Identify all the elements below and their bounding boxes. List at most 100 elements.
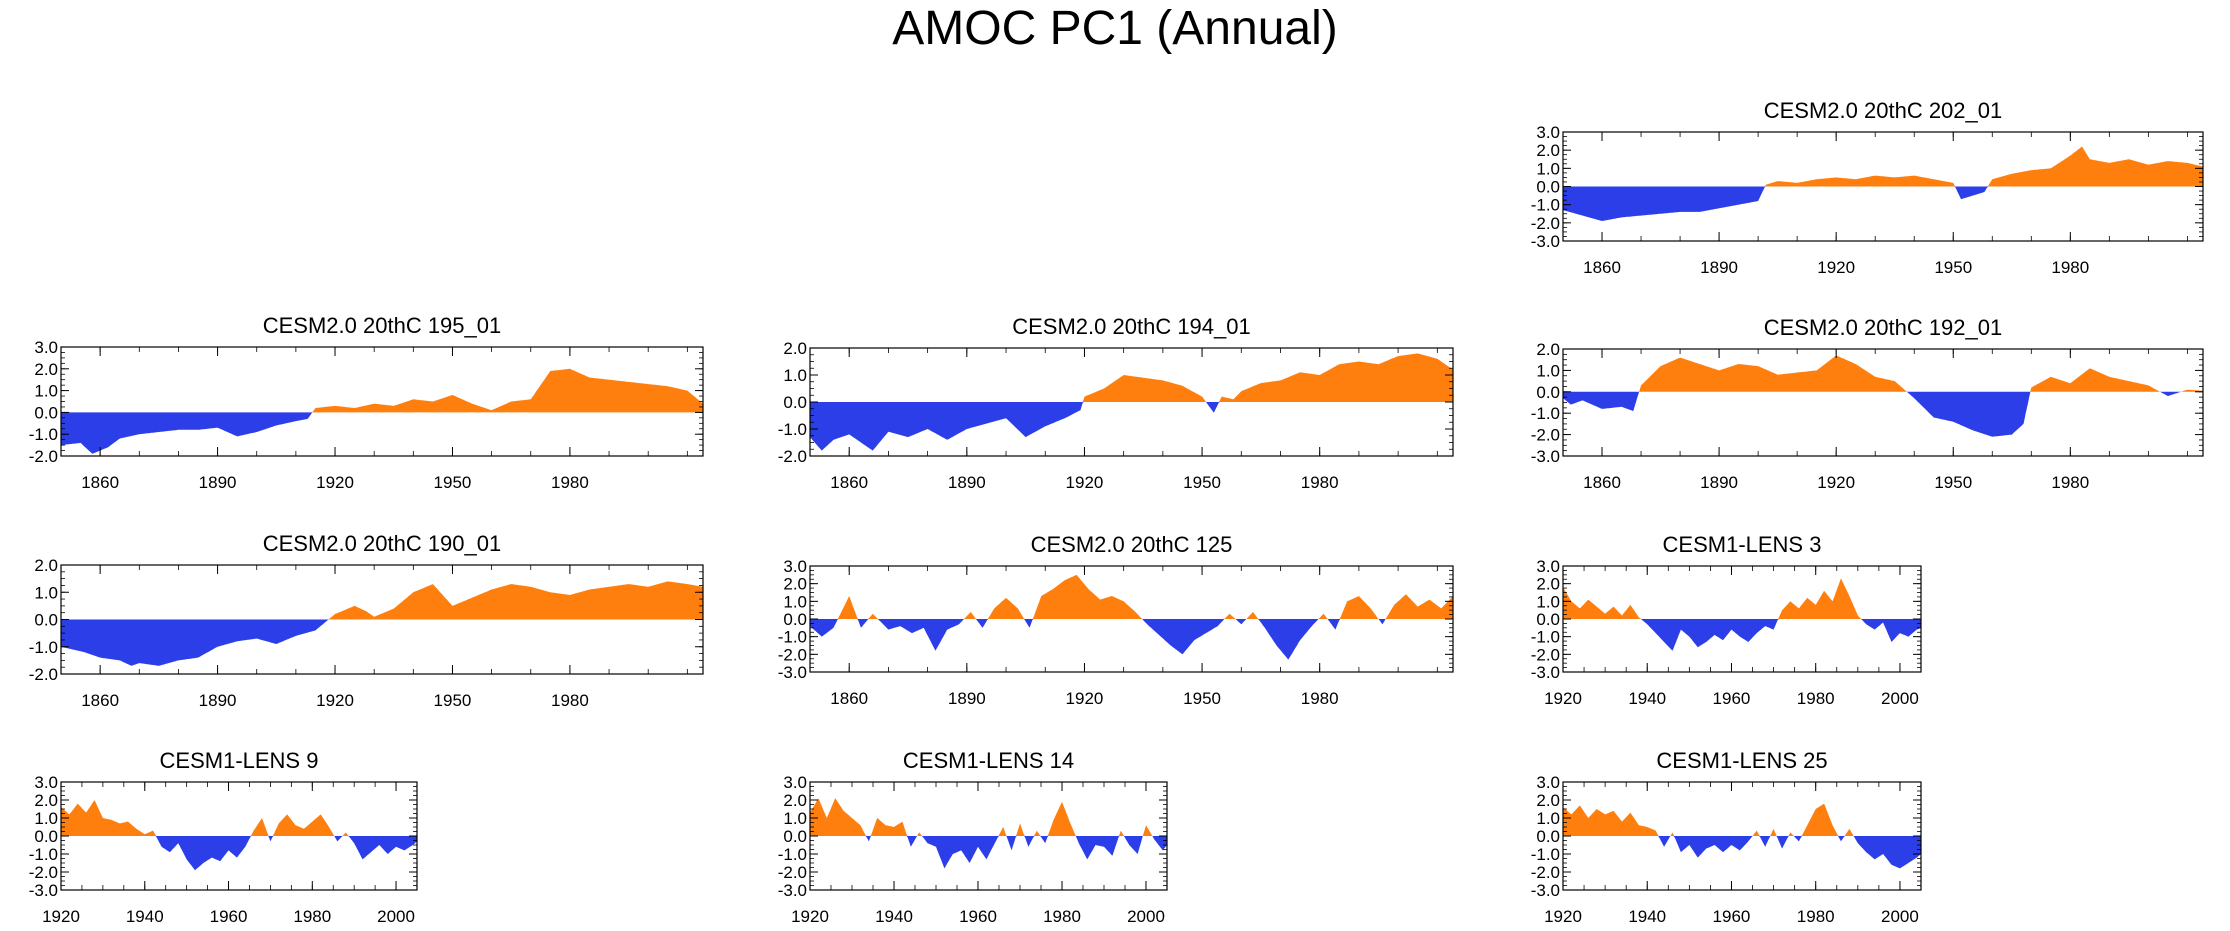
x-tick-label: 1980 — [293, 907, 331, 926]
y-tick-label: 0.0 — [34, 403, 58, 422]
x-tick-label: 1960 — [210, 907, 248, 926]
y-tick-label: -1.0 — [778, 628, 807, 647]
negative-anomaly-area — [1563, 836, 1921, 869]
y-tick-label: -1.0 — [778, 420, 807, 439]
x-tick-label: 2000 — [1881, 907, 1919, 926]
panel-1: CESM2.0 20thC 202_01 3.02.01.00.0-1.0-2.0… — [1531, 98, 2204, 277]
x-tick-label: 1960 — [959, 907, 997, 926]
y-tick-label: -1.0 — [29, 425, 58, 444]
x-tick-label: 1980 — [1797, 907, 1835, 926]
y-tick-label: 0.0 — [1536, 178, 1560, 197]
negative-anomaly-area — [1563, 186, 2203, 221]
x-tick-label: 1860 — [81, 473, 119, 492]
positive-anomaly-area — [1563, 578, 1921, 619]
panel-9: CESM1-LENS 14 3.02.01.00.0-1.0-2.0-3.0 192… — [778, 748, 1168, 926]
x-tick-label: 1940 — [875, 907, 913, 926]
x-tick-label: 1890 — [199, 691, 237, 710]
y-tick-label: 1.0 — [1536, 361, 1560, 380]
panel-8: CESM1-LENS 9 3.02.01.00.0-1.0-2.0-3.0 1920… — [29, 748, 418, 926]
y-tick-label: -3.0 — [1531, 881, 1560, 900]
y-tick-label: -1.0 — [1531, 196, 1560, 215]
x-tick-label: 1950 — [1934, 258, 1972, 277]
y-tick-label: 2.0 — [783, 575, 807, 594]
x-tick-label: 1980 — [1301, 473, 1339, 492]
x-tick-label: 1980 — [2051, 258, 2089, 277]
y-tick-label: 2.0 — [1536, 575, 1560, 594]
negative-anomaly-area — [1563, 391, 2203, 437]
panel-title: CESM1-LENS 25 — [1656, 748, 1827, 773]
y-tick-label: -3.0 — [778, 663, 807, 682]
y-tick-label: -1.0 — [29, 638, 58, 657]
x-tick-label: 1860 — [1583, 473, 1621, 492]
x-tick-label: 1980 — [1301, 689, 1339, 708]
positive-anomaly-area — [810, 574, 1453, 619]
panel-7: CESM1-LENS 3 3.02.01.00.0-1.0-2.0-3.0 1920… — [1531, 532, 1922, 708]
x-tick-label: 1920 — [316, 691, 354, 710]
x-tick-label: 1860 — [81, 691, 119, 710]
y-tick-label: 1.0 — [783, 809, 807, 828]
y-tick-label: 0.0 — [783, 827, 807, 846]
y-tick-label: 2.0 — [34, 556, 58, 575]
positive-anomaly-area — [1563, 355, 2203, 392]
y-tick-label: -3.0 — [1531, 232, 1560, 251]
y-tick-label: 2.0 — [1536, 340, 1560, 359]
y-tick-label: 3.0 — [783, 773, 807, 792]
x-tick-label: 1980 — [1797, 689, 1835, 708]
panel-10: CESM1-LENS 25 3.02.01.00.0-1.0-2.0-3.0 192… — [1531, 748, 1922, 926]
x-tick-label: 1980 — [551, 691, 589, 710]
positive-anomaly-area — [1563, 803, 1921, 836]
y-tick-label: -2.0 — [1531, 645, 1560, 664]
y-tick-label: -1.0 — [1531, 845, 1560, 864]
panel-2: CESM2.0 20thC 195_01 3.0 2.0 1.0 0.0 -1.0 -2.0… — [29, 313, 704, 492]
x-tick-label: 1940 — [1628, 907, 1666, 926]
x-tick-label: 1860 — [830, 473, 868, 492]
y-tick-label: -2.0 — [778, 645, 807, 664]
x-tick-label: 1920 — [1817, 258, 1855, 277]
negative-anomaly-area — [810, 402, 1453, 451]
y-tick-label: 2.0 — [783, 339, 807, 358]
y-tick-label: -1.0 — [778, 845, 807, 864]
x-tick-label: 1920 — [1066, 473, 1104, 492]
x-tick-label: 1950 — [1934, 473, 1972, 492]
x-tick-label: 1860 — [1583, 258, 1621, 277]
panel-title: CESM1-LENS 14 — [903, 748, 1074, 773]
panel-title: CESM1-LENS 9 — [160, 748, 319, 773]
y-tick-label: 1.0 — [34, 583, 58, 602]
panel-3: CESM2.0 20thC 194_01 2.0 1.0 0.0 -1.0 -2.0 186… — [778, 314, 1454, 492]
y-tick-label: 0.0 — [34, 827, 58, 846]
y-tick-label: 0.0 — [1536, 383, 1560, 402]
x-tick-label: 1960 — [1713, 907, 1751, 926]
panel-6: CESM2.0 20thC 125 3.02.01.00.0-1.0-2.0-3.… — [778, 532, 1454, 708]
y-tick-label: -2.0 — [29, 863, 58, 882]
y-tick-label: 0.0 — [783, 610, 807, 629]
y-tick-label: 2.0 — [783, 791, 807, 810]
x-tick-label: 1950 — [434, 691, 472, 710]
y-tick-label: 0.0 — [783, 393, 807, 412]
x-tick-label: 2000 — [1127, 907, 1165, 926]
x-tick-label: 1940 — [1628, 689, 1666, 708]
positive-anomaly-area — [1563, 146, 2203, 187]
y-tick-label: -2.0 — [1531, 863, 1560, 882]
y-tick-label: 1.0 — [34, 809, 58, 828]
x-tick-label: 1920 — [1544, 907, 1582, 926]
y-tick-label: 1.0 — [1536, 809, 1560, 828]
negative-anomaly-area — [810, 619, 1453, 660]
x-tick-label: 1980 — [551, 473, 589, 492]
x-tick-label: 1890 — [1700, 258, 1738, 277]
x-tick-label: 1920 — [1817, 473, 1855, 492]
panel-4: CESM2.0 20thC 192_01 2.0 1.0 0.0 -1.0 -2.0 -3.… — [1531, 315, 2204, 492]
y-tick-label: -2.0 — [778, 447, 807, 466]
x-tick-label: 1860 — [830, 689, 868, 708]
y-tick-label: 0.0 — [1536, 610, 1560, 629]
y-tick-label: -3.0 — [1531, 447, 1560, 466]
y-tick-label: 3.0 — [1536, 557, 1560, 576]
x-tick-label: 1950 — [434, 473, 472, 492]
x-tick-label: 1890 — [948, 689, 986, 708]
y-tick-label: 3.0 — [34, 338, 58, 357]
y-tick-label: 1.0 — [34, 382, 58, 401]
x-tick-label: 1890 — [1700, 473, 1738, 492]
y-tick-label: -3.0 — [1531, 663, 1560, 682]
y-tick-label: -1.0 — [1531, 404, 1560, 423]
y-tick-label: -1.0 — [29, 845, 58, 864]
y-tick-label: -2.0 — [778, 863, 807, 882]
